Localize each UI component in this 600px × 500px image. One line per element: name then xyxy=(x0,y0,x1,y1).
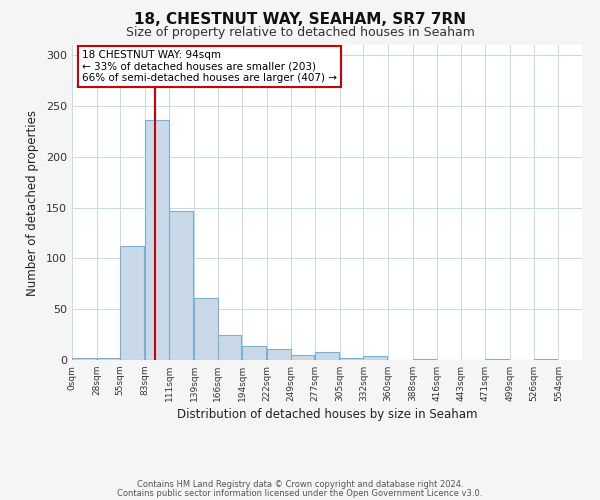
Bar xyxy=(267,349,290,360)
Bar xyxy=(413,359,436,360)
Bar xyxy=(485,359,509,360)
Bar xyxy=(364,356,387,360)
Bar xyxy=(242,346,266,360)
Bar xyxy=(169,210,193,360)
Text: Contains public sector information licensed under the Open Government Licence v3: Contains public sector information licen… xyxy=(118,489,482,498)
Bar xyxy=(194,298,218,360)
Text: Contains HM Land Registry data © Crown copyright and database right 2024.: Contains HM Land Registry data © Crown c… xyxy=(137,480,463,489)
Text: 18, CHESTNUT WAY, SEAHAM, SR7 7RN: 18, CHESTNUT WAY, SEAHAM, SR7 7RN xyxy=(134,12,466,28)
Y-axis label: Number of detached properties: Number of detached properties xyxy=(26,110,39,296)
Bar xyxy=(72,358,96,360)
Text: 18 CHESTNUT WAY: 94sqm
← 33% of detached houses are smaller (203)
66% of semi-de: 18 CHESTNUT WAY: 94sqm ← 33% of detached… xyxy=(82,50,337,83)
Bar xyxy=(145,120,169,360)
Bar xyxy=(315,352,339,360)
Bar xyxy=(97,358,120,360)
Bar xyxy=(290,355,314,360)
Bar xyxy=(534,359,557,360)
Text: Size of property relative to detached houses in Seaham: Size of property relative to detached ho… xyxy=(125,26,475,39)
Bar xyxy=(120,246,144,360)
Bar xyxy=(218,334,241,360)
Bar xyxy=(340,358,364,360)
X-axis label: Distribution of detached houses by size in Seaham: Distribution of detached houses by size … xyxy=(177,408,477,421)
